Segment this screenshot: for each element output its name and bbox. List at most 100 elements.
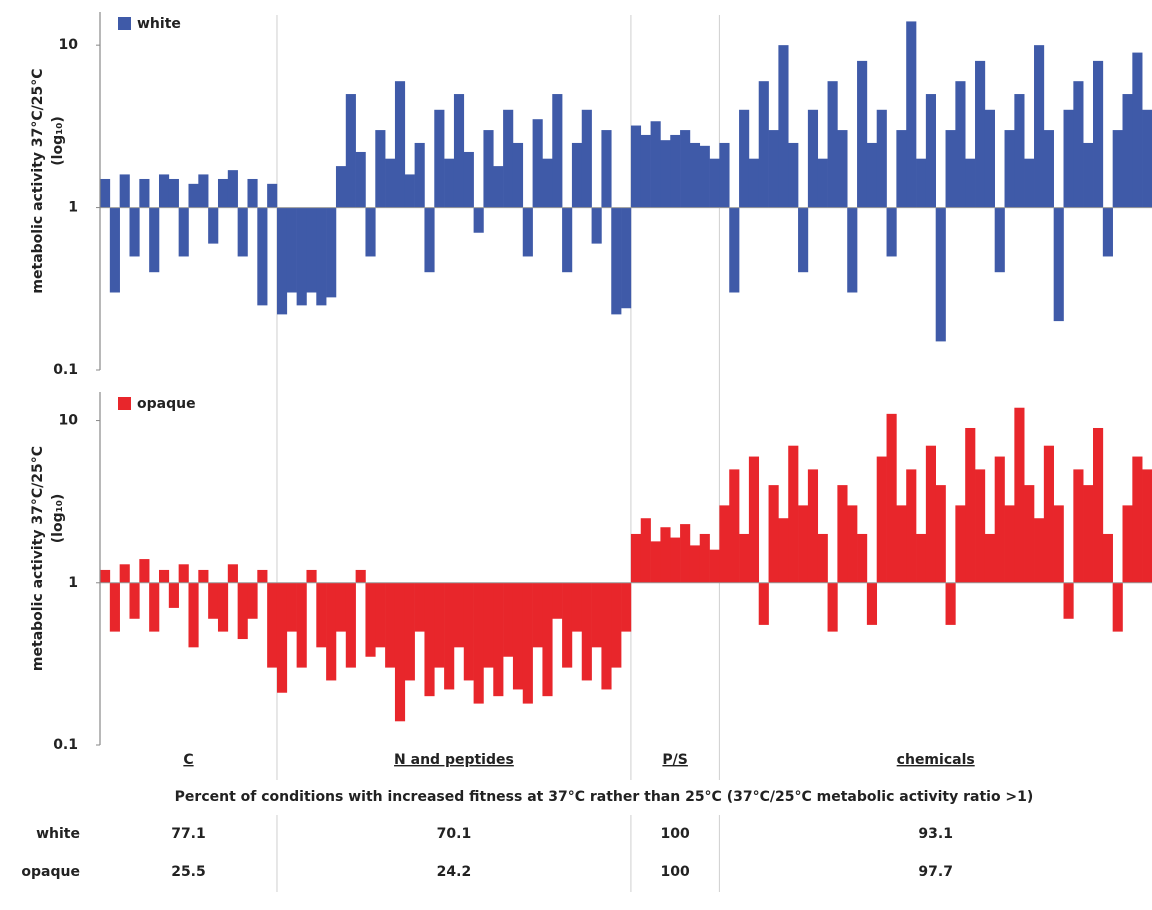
bar <box>100 178 111 208</box>
table-cell: 70.1 <box>437 826 472 842</box>
bar <box>601 582 612 690</box>
bar <box>748 456 760 583</box>
bar <box>562 207 573 273</box>
bar <box>758 81 769 208</box>
bar <box>729 207 740 293</box>
bar <box>306 207 317 293</box>
bar <box>129 207 140 257</box>
bar <box>247 582 258 619</box>
bar <box>650 541 661 583</box>
bar <box>788 445 799 583</box>
bar <box>542 582 553 697</box>
bar <box>119 174 130 208</box>
y-tick-label: 0.1 <box>53 737 78 753</box>
bar <box>365 207 376 257</box>
bar <box>857 533 868 583</box>
legend-swatch <box>118 17 131 30</box>
bar <box>257 207 268 306</box>
table-cell: 100 <box>661 826 690 842</box>
bar <box>473 207 484 233</box>
bar <box>1132 52 1143 208</box>
bar <box>198 174 209 208</box>
bar <box>404 582 415 681</box>
bar <box>335 166 347 208</box>
bar <box>699 533 710 583</box>
bar <box>247 178 258 208</box>
bar <box>1014 407 1025 583</box>
bar <box>375 130 386 208</box>
y-axis-label-unit: (log₁₀) <box>50 494 66 544</box>
bar <box>621 207 632 309</box>
bar <box>935 207 946 342</box>
bar <box>158 174 170 208</box>
bar <box>817 158 828 208</box>
bar <box>1073 81 1084 208</box>
bar <box>453 582 465 648</box>
bar <box>591 207 602 244</box>
bar <box>827 81 838 208</box>
bar <box>483 582 494 668</box>
bar <box>424 207 435 273</box>
bar <box>355 569 366 583</box>
bar <box>1004 505 1015 583</box>
bar <box>129 582 140 619</box>
bar <box>650 121 661 208</box>
bar <box>925 445 937 583</box>
bar <box>276 582 288 693</box>
bar <box>237 207 248 257</box>
bar <box>227 564 238 583</box>
bar <box>424 582 435 697</box>
bar <box>306 569 317 583</box>
bar <box>925 94 937 208</box>
bar <box>345 94 356 208</box>
bar <box>945 130 956 208</box>
bar <box>1073 469 1084 583</box>
bar <box>434 582 445 668</box>
bar <box>955 81 966 208</box>
bar <box>355 151 366 208</box>
bar <box>158 569 170 583</box>
bar <box>1034 45 1045 208</box>
bar <box>798 207 809 273</box>
bar <box>542 158 553 208</box>
bar <box>768 485 779 583</box>
bar <box>208 207 219 244</box>
bar <box>109 207 120 293</box>
bar <box>886 207 897 257</box>
bar <box>680 524 691 583</box>
bar <box>955 505 966 583</box>
bar <box>168 178 179 208</box>
bar <box>385 582 396 668</box>
bar <box>522 207 533 257</box>
bar <box>1053 207 1064 322</box>
bar <box>689 545 701 583</box>
bar <box>916 158 927 208</box>
bar <box>729 469 740 583</box>
bar <box>788 142 799 208</box>
bar <box>296 582 307 668</box>
bar <box>316 582 327 648</box>
bar <box>227 170 238 208</box>
bar <box>139 178 150 208</box>
bar <box>581 109 592 208</box>
bar <box>1004 130 1015 208</box>
bar <box>739 533 750 583</box>
legend-label: white <box>137 16 181 32</box>
bar <box>512 582 524 690</box>
bar <box>630 533 642 583</box>
bar <box>1053 505 1064 583</box>
bar <box>1083 142 1094 208</box>
bar <box>1083 485 1094 583</box>
bar <box>876 109 887 208</box>
section-label: P/S <box>662 752 687 768</box>
table-cell: 77.1 <box>171 826 206 842</box>
bar <box>689 142 701 208</box>
bar <box>827 582 838 632</box>
bar <box>267 582 278 668</box>
bar <box>109 582 120 632</box>
y-axis-label: metabolic activity 37°C/25°C <box>30 68 46 293</box>
y-tick-label: 1 <box>68 575 78 591</box>
bar <box>1024 485 1035 583</box>
bar <box>758 582 769 625</box>
bar <box>1142 469 1152 583</box>
